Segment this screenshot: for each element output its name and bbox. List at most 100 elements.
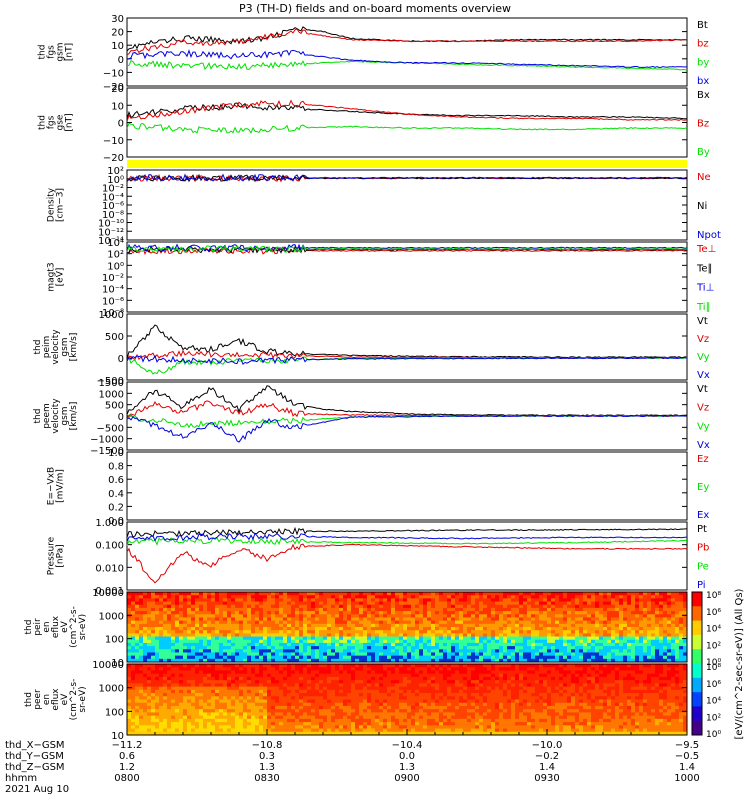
peir-heatmap-cell: [367, 592, 372, 596]
peir-heatmap-cell: [459, 607, 464, 612]
peir-heatmap-cell: [219, 614, 224, 618]
peer-heatmap-cell: [215, 696, 220, 700]
peir-heatmap-cell: [231, 623, 236, 628]
peir-heatmap-cell: [259, 642, 264, 647]
peir-heatmap-cell: [571, 614, 576, 618]
peir-heatmap-cell: [475, 652, 480, 657]
peir-heatmap-cell: [403, 623, 408, 628]
peir-heatmap-cell: [343, 639, 348, 644]
peir-heatmap-cell: [407, 646, 412, 650]
peir-heatmap-cell: [331, 604, 336, 609]
peir-heatmap-cell: [471, 639, 476, 644]
peir-heatmap-cell: [351, 642, 356, 647]
peir-heatmap-cell: [131, 642, 136, 647]
peir-heatmap-cell: [383, 620, 388, 625]
peir-heatmap-cell: [179, 649, 184, 653]
peir-heatmap-cell: [675, 611, 680, 615]
peir-heatmap-cell: [563, 595, 568, 599]
peer-heatmap-cell: [291, 705, 296, 710]
peir-heatmap-cell: [379, 627, 384, 631]
peir-heatmap-cell: [251, 633, 256, 637]
peir-heatmap-cell: [527, 658, 532, 663]
peir-heatmap-cell: [531, 595, 536, 599]
peir-heatmap-cell: [311, 652, 316, 657]
peir-heatmap-cell: [627, 646, 632, 650]
peer-heatmap-cell: [199, 673, 204, 678]
peir-heatmap-cell: [239, 601, 244, 606]
peer-heatmap-cell: [239, 718, 244, 723]
peir-heatmap-cell: [135, 646, 140, 650]
peer-heatmap-cell: [407, 686, 412, 691]
peir-heatmap-cell: [199, 592, 204, 596]
peir-heatmap-cell: [135, 601, 140, 606]
peir-heatmap-cell: [591, 601, 596, 606]
peer-heatmap-cell: [367, 712, 372, 717]
peer-heatmap-cell: [343, 670, 348, 675]
peer-heatmap-cell: [363, 712, 368, 717]
peir-heatmap-cell: [367, 614, 372, 618]
peir-heatmap-cell: [587, 592, 592, 596]
peir-heatmap-cell: [335, 617, 340, 622]
peer-heatmap-cell: [211, 667, 216, 671]
peer-heatmap-cell: [315, 718, 320, 723]
peir-heatmap-cell: [599, 592, 604, 596]
peer-heatmap-cell: [287, 673, 292, 678]
peir-heatmap-cell: [383, 639, 388, 644]
peir-heatmap-cell: [291, 658, 296, 663]
peir-heatmap-cell: [347, 598, 352, 602]
peer-heatmap-cell: [311, 680, 316, 684]
peir-heatmap-cell: [303, 658, 308, 663]
bgsm-ytick-label: 20: [111, 28, 124, 39]
peir-heatmap-cell: [151, 617, 156, 622]
peer-heatmap-cell: [391, 731, 396, 736]
peer-heatmap-cell: [163, 686, 168, 691]
peir-heatmap-cell: [439, 607, 444, 612]
peer-heatmap-cell: [219, 693, 224, 697]
peir-heatmap-cell: [239, 636, 244, 641]
peir-heatmap-cell: [655, 623, 660, 628]
peer-heatmap-cell: [375, 722, 380, 726]
peir-heatmap-cell: [487, 611, 492, 615]
peir-heatmap-cell: [307, 614, 312, 618]
peir-heatmap-cell: [483, 658, 488, 663]
peir-heatmap-cell: [407, 607, 412, 612]
peer-heatmap-cell: [143, 699, 148, 704]
peir-heatmap-cell: [575, 592, 580, 596]
peir-heatmap-cell: [147, 649, 152, 653]
peir-heatmap-cell: [523, 642, 528, 647]
peir-heatmap-cell: [267, 620, 272, 625]
peer-heatmap-cell: [155, 725, 160, 729]
peir-heatmap-cell: [495, 649, 500, 653]
peir-heatmap-cell: [303, 617, 308, 622]
peer-heatmap-cell: [175, 683, 180, 687]
peir-heatmap-cell: [387, 652, 392, 657]
peir-heatmap-cell: [327, 649, 332, 653]
peer-heatmap-cell: [339, 680, 344, 684]
peir-heatmap-cell: [635, 598, 640, 602]
peir-heatmap-cell: [439, 658, 444, 663]
peer-heatmap-cell: [403, 731, 408, 736]
peer-heatmap-cell: [407, 693, 412, 697]
peir-heatmap-cell: [655, 639, 660, 644]
peer-heatmap-cell: [391, 686, 396, 691]
peer-heatmap-cell: [151, 731, 156, 736]
peir-heatmap-cell: [295, 649, 300, 653]
peer-heatmap-cell: [391, 693, 396, 697]
peer-heatmap-cell: [183, 696, 188, 700]
peer-heatmap-cell: [375, 676, 380, 681]
peir-heatmap-cell: [271, 658, 276, 663]
peir-heatmap-cell: [335, 652, 340, 657]
peer-heatmap-cell: [179, 712, 184, 717]
peir-heatmap-cell: [519, 655, 524, 660]
peir-heatmap-cell: [591, 592, 596, 596]
peir-heatmap-cell: [431, 649, 436, 653]
peir-heatmap-cell: [391, 652, 396, 657]
peir-heatmap-cell: [343, 646, 348, 650]
peer-heatmap-cell: [223, 667, 228, 671]
peir-heatmap-cell: [655, 614, 660, 618]
peir-heatmap-cell: [267, 623, 272, 628]
peer-heatmap-cell: [279, 664, 284, 668]
peir-heatmap-cell: [311, 646, 316, 650]
peir-heatmap-cell: [339, 620, 344, 625]
peir-heatmap-cell: [211, 592, 216, 596]
